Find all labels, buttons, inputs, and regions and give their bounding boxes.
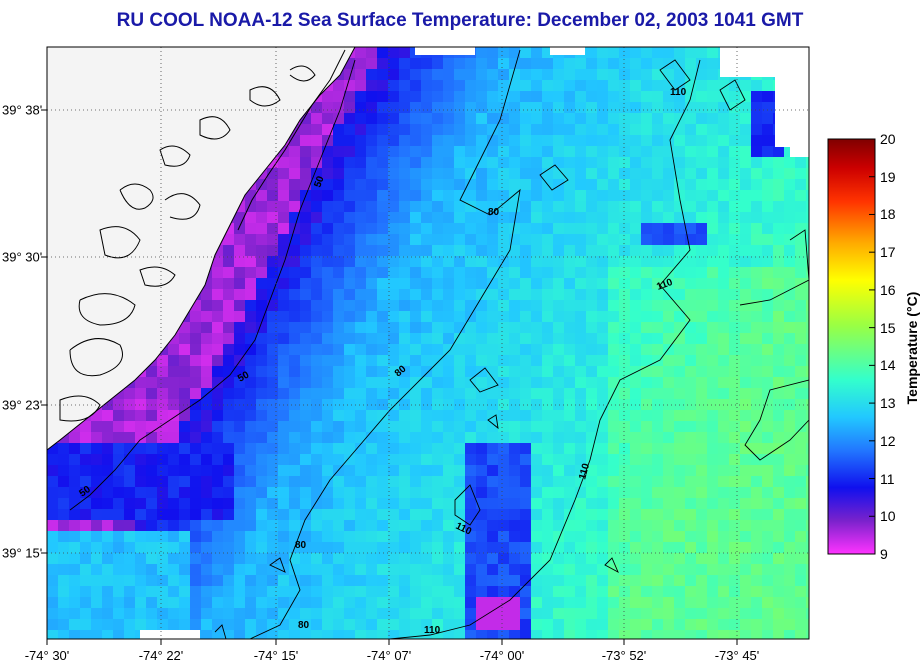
latitude-label: 39° 38' xyxy=(2,102,43,118)
cloud-patches xyxy=(140,47,809,639)
latitude-label: 39° 30' xyxy=(2,249,43,265)
longitude-label: -74° 00' xyxy=(479,648,525,663)
contour-label: 110 xyxy=(655,277,674,293)
longitude-label: -74° 15' xyxy=(253,648,299,663)
land-area xyxy=(47,47,355,450)
colorbar-tick-label: 16 xyxy=(880,281,896,298)
colorbar-tick-label: 18 xyxy=(880,206,896,223)
colorbar-tick-label: 9 xyxy=(880,546,888,562)
latitude-label: 39° 15' xyxy=(2,545,43,561)
depth-contours xyxy=(69,49,809,639)
longitude-label: -74° 22' xyxy=(138,648,184,663)
contour-label: 50 xyxy=(236,369,252,384)
colorbar-tick-label: 12 xyxy=(880,432,896,449)
latitude-label: 39° 23' xyxy=(2,397,43,413)
colorbar-tick-label: 11 xyxy=(880,470,895,487)
axis-ticks xyxy=(41,109,738,645)
map-title: RU COOL NOAA-12 Sea Surface Temperature:… xyxy=(116,10,804,31)
colorbar-ticks xyxy=(869,138,875,555)
contour-label: 110 xyxy=(424,625,441,636)
contour-label: 80 xyxy=(295,540,307,551)
colorbar-tick-label: 15 xyxy=(880,319,896,336)
map-frame xyxy=(46,46,810,640)
colorbar-tick-label: 19 xyxy=(880,168,896,185)
graticule xyxy=(47,47,809,639)
colorbar-tick-label: 20 xyxy=(880,131,896,147)
longitude-label: -74° 07' xyxy=(366,648,412,663)
contour-label: 50 xyxy=(312,174,326,189)
colorbar-tick-label: 13 xyxy=(880,395,896,412)
colorbar xyxy=(827,138,876,555)
longitude-label: -73° 52' xyxy=(601,648,647,663)
sst-pixels xyxy=(47,47,809,639)
colorbar-tick-label: 17 xyxy=(880,244,896,261)
longitude-label: -74° 30' xyxy=(24,648,70,663)
colorbar-title: Temperature (°C) xyxy=(904,291,920,405)
contour-label: 110 xyxy=(670,87,687,98)
colorbar-tick-label: 10 xyxy=(880,508,896,525)
contour-label: 80 xyxy=(298,620,310,631)
contour-label: 80 xyxy=(488,207,500,218)
longitude-label: -73° 45' xyxy=(714,648,760,663)
colorbar-tick-label: 14 xyxy=(880,357,896,374)
contour-label: 110 xyxy=(577,462,592,481)
